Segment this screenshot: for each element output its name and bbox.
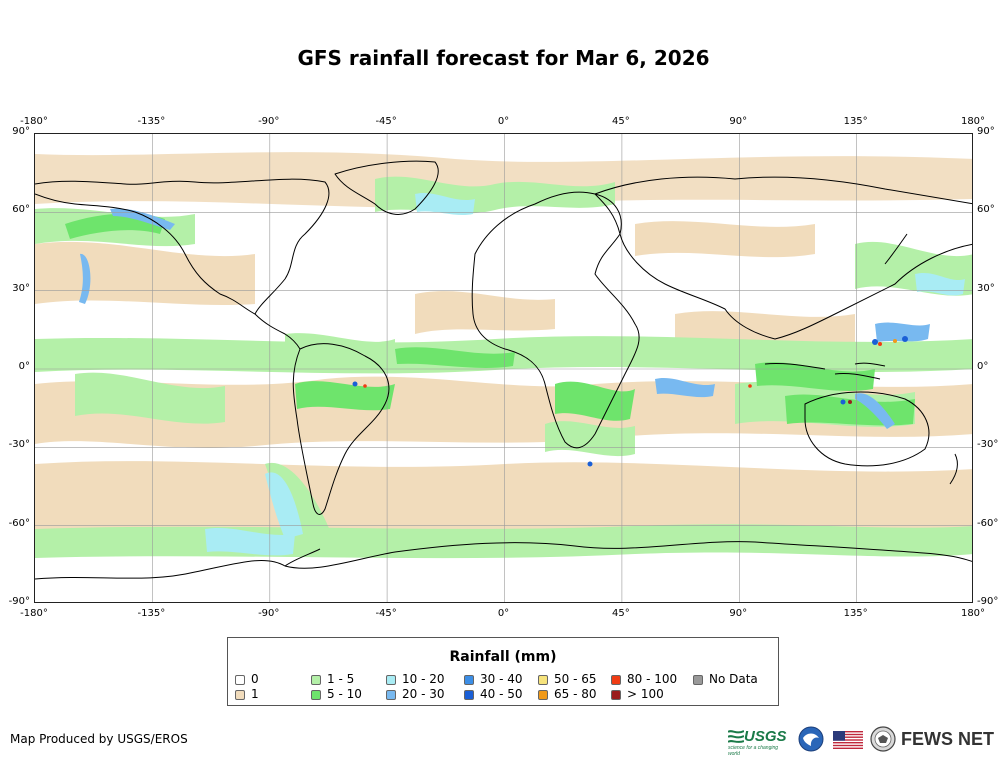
rainfall-map-canvas xyxy=(35,134,972,602)
legend-label: 20 - 30 xyxy=(402,687,445,701)
legend-item: 50 - 65 xyxy=(538,672,597,686)
lon-bottom-tick-label: 90° xyxy=(729,608,748,619)
lat-left-tick-label: 60° xyxy=(12,204,30,216)
legend-title: Rainfall (mm) xyxy=(449,649,557,665)
country-borders xyxy=(35,160,972,580)
lat-right-tick-label: -60° xyxy=(977,517,999,529)
lat-left-tick-label: 30° xyxy=(12,282,30,294)
lat-left-tick-label: -60° xyxy=(8,517,30,529)
lon-bottom-tick-label: 180° xyxy=(960,608,986,619)
lon-top-tick-label: -180° xyxy=(20,116,48,127)
legend-label: 5 - 10 xyxy=(327,687,362,701)
legend-swatch xyxy=(235,689,245,700)
rainfall-20-40mm-areas xyxy=(79,208,930,429)
lat-right-tick-label: 0° xyxy=(977,361,989,372)
lat-left-tick-label: 90° xyxy=(12,126,30,137)
legend-label: 10 - 20 xyxy=(402,672,445,686)
legend-swatch xyxy=(464,674,474,685)
lon-bottom-tick-label: -180° xyxy=(20,608,48,619)
lon-top-tick-label: 45° xyxy=(612,116,630,127)
fews-net-wordmark: FEWS NET xyxy=(901,729,994,749)
legend-label: 1 xyxy=(251,687,259,701)
legend-item: 30 - 40 xyxy=(464,672,523,686)
noaa-logo-icon xyxy=(798,726,824,752)
legend-label: 40 - 50 xyxy=(480,687,523,701)
legend-swatch xyxy=(538,689,548,700)
lon-top-tick-label: -45° xyxy=(375,116,397,127)
legend-item: 1 - 5 xyxy=(311,672,354,686)
legend-label: 80 - 100 xyxy=(627,672,678,686)
legend-item: 1 xyxy=(235,687,259,701)
legend-label: No Data xyxy=(709,672,758,686)
map-title: GFS rainfall forecast for Mar 6, 2026 xyxy=(297,46,710,70)
lon-bottom-tick-label: -90° xyxy=(258,608,280,619)
rainfall-10-20mm-areas xyxy=(205,192,965,556)
lon-top-tick-label: 135° xyxy=(843,116,868,127)
lon-top-tick-label: 180° xyxy=(960,116,986,127)
legend-item: No Data xyxy=(693,672,758,686)
usgs-logo: USGS science for a changing world xyxy=(728,728,790,757)
legend-swatch xyxy=(311,674,321,685)
lat-right-tick-label: -30° xyxy=(977,439,999,451)
legend-swatch xyxy=(464,689,474,700)
lat-left-tick-label: -90° xyxy=(8,596,30,607)
legend-label: 1 - 5 xyxy=(327,672,355,686)
lon-top-tick-label: -135° xyxy=(137,116,166,127)
lat-right-tick-label: 90° xyxy=(977,126,995,137)
legend-swatch xyxy=(611,674,621,685)
legend-swatch xyxy=(235,674,245,685)
us-flag-icon xyxy=(833,731,863,749)
legend-label: 0 xyxy=(251,672,259,686)
logo-bar: USGS science for a changing world FEWS N… xyxy=(728,724,998,757)
lon-bottom-tick-label: 45° xyxy=(612,608,630,619)
lon-bottom-tick-label: 0° xyxy=(497,608,510,619)
credit-text: Map Produced by USGS/EROS xyxy=(10,732,188,746)
lat-left-tick-label: -30° xyxy=(8,439,30,451)
legend-item: 80 - 100 xyxy=(611,672,677,686)
legend-item: > 100 xyxy=(611,687,664,701)
legend-swatch xyxy=(311,689,321,700)
lon-bottom-tick-label: -135° xyxy=(137,608,166,619)
lon-top-tick-label: 90° xyxy=(729,116,748,127)
legend-label: 65 - 80 xyxy=(554,687,597,701)
legend-item: 0 xyxy=(235,672,259,686)
graticule xyxy=(35,134,972,602)
lat-right-tick-label: 60° xyxy=(977,204,995,216)
legend-item: 65 - 80 xyxy=(538,687,597,701)
legend-label: 30 - 40 xyxy=(480,672,523,686)
legend-item: 20 - 30 xyxy=(386,687,445,701)
usgs-wordmark: USGS xyxy=(744,728,787,745)
legend-label: 50 - 65 xyxy=(554,672,597,686)
usgs-tagline: science for a changing world xyxy=(728,745,779,757)
lon-bottom-tick-label: -45° xyxy=(375,608,397,619)
legend-item: 5 - 10 xyxy=(311,687,362,701)
legend-item: 40 - 50 xyxy=(464,687,523,701)
state-department-seal-icon xyxy=(870,726,896,752)
lon-top-tick-label: -90° xyxy=(258,116,280,127)
lat-right-tick-label: -90° xyxy=(977,596,999,607)
legend-swatch xyxy=(538,674,548,685)
usgs-waves-icon xyxy=(728,730,744,743)
legend-label: > 100 xyxy=(627,687,664,701)
lat-left-tick-label: 0° xyxy=(18,361,30,372)
lon-top-tick-label: 0° xyxy=(497,116,510,127)
rainfall-30-50mm-areas xyxy=(352,336,908,467)
lon-bottom-tick-label: 135° xyxy=(843,608,868,619)
rainfall-map xyxy=(34,133,973,603)
rainfall-heavy-areas xyxy=(363,339,897,404)
legend-swatch xyxy=(386,674,396,685)
legend-item: 10 - 20 xyxy=(386,672,445,686)
legend-swatch xyxy=(693,674,703,685)
legend-swatch xyxy=(611,689,621,700)
lat-right-tick-label: 30° xyxy=(977,282,995,294)
legend-swatch xyxy=(386,689,396,700)
